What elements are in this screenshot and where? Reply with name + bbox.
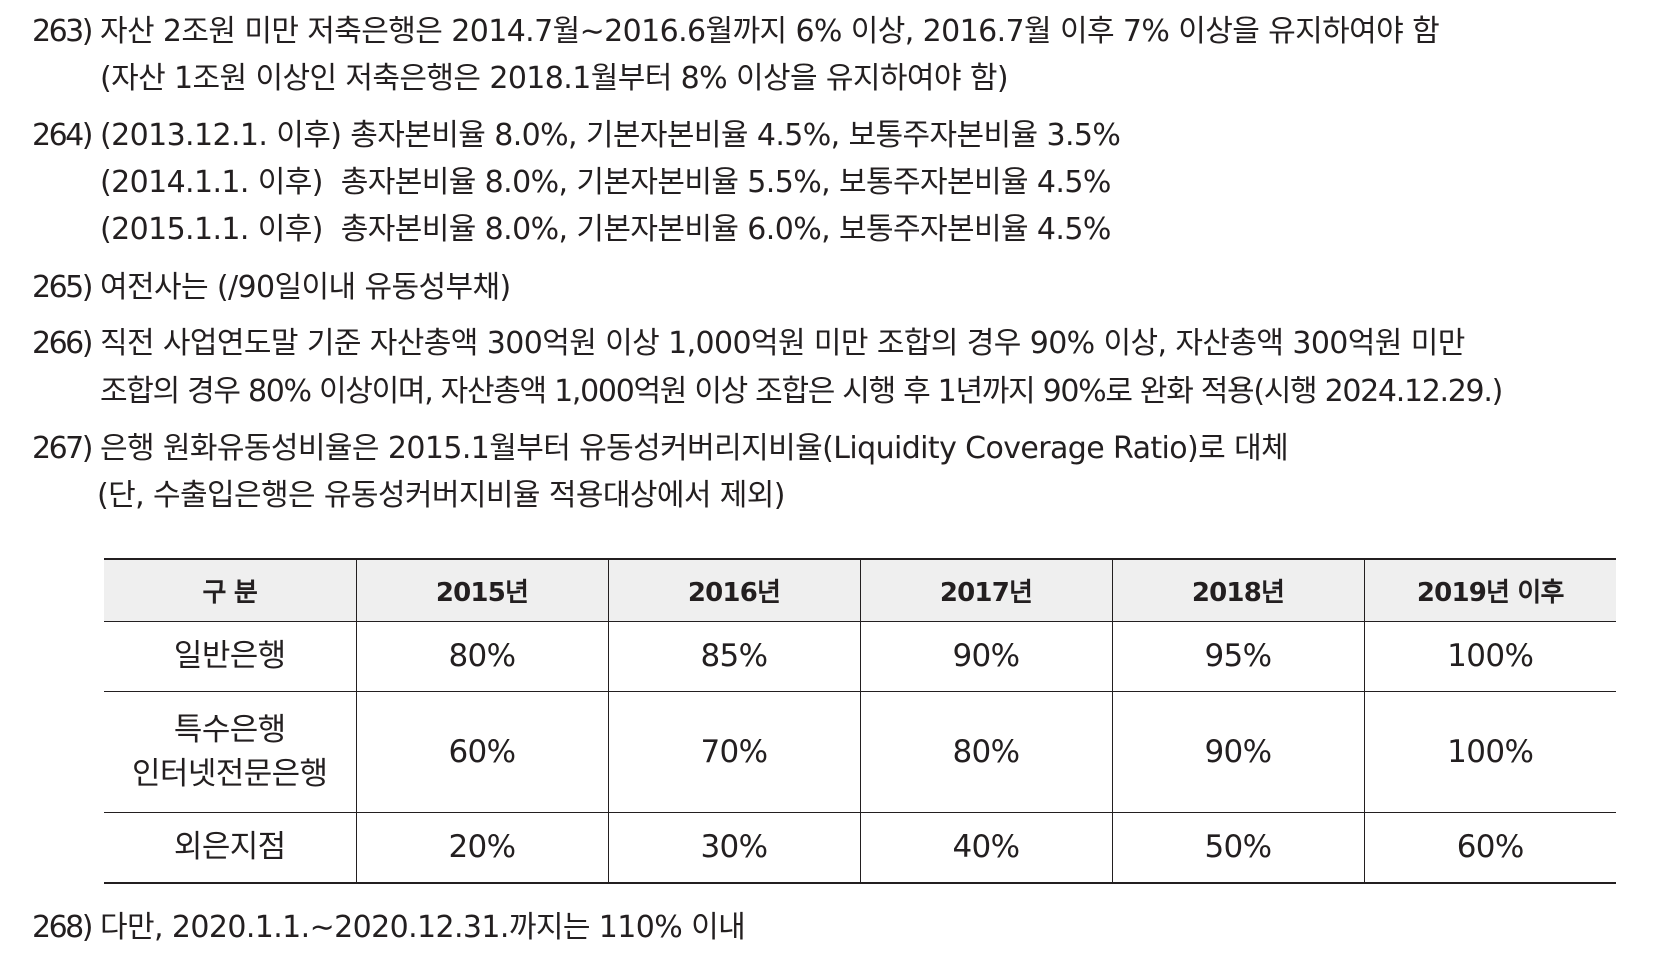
table-cell: 95% <box>1111 621 1364 692</box>
footnote-text: (2015.1.1. 이후) 총자본비율 8.0%, 기본자본비율 6.0%, … <box>100 212 1111 247</box>
table-header-cell: 2016년 <box>607 558 860 622</box>
footnote-text: (단, 수출입은행은 유동성커버지비율 적용대상에서 제외) <box>97 478 785 513</box>
table-cell: 85% <box>607 621 860 692</box>
footnote-number: 266) <box>32 326 93 361</box>
table-cell: 80% <box>859 691 1112 813</box>
table-cell: 30% <box>607 812 860 884</box>
footnote-text: (2013.12.1. 이후) 총자본비율 8.0%, 기본자본비율 4.5%,… <box>100 118 1121 153</box>
table-row: 외은지점 20% 30% 40% 50% 60% <box>104 812 1616 884</box>
footnote-text: 직전 사업연도말 기준 자산총액 300억원 이상 1,000억원 미만 조합의… <box>100 326 1465 361</box>
footnote-text: 자산 2조원 미만 저축은행은 2014.7월∼2016.6월까지 6% 이상,… <box>100 14 1440 49</box>
footnote-text: (2014.1.1. 이후) 총자본비율 8.0%, 기본자본비율 5.5%, … <box>100 165 1111 200</box>
row-label: 인터넷전문은행 <box>132 755 328 792</box>
table-header-cell: 2019년 이후 <box>1363 558 1616 622</box>
row-label: 일반은행 <box>173 638 286 674</box>
table-row: 일반은행 80% 85% 90% 95% 100% <box>104 621 1616 692</box>
row-label-cell: 특수은행 인터넷전문은행 <box>104 691 356 813</box>
table-cell: 80% <box>355 621 608 692</box>
table-header-cell: 2018년 <box>1111 558 1364 622</box>
table-header-cell: 2015년 <box>355 558 608 622</box>
table-cell: 40% <box>859 812 1112 884</box>
footnote-number: 268) <box>32 910 93 945</box>
table-cell: 20% <box>355 812 608 884</box>
footnote-text: 다만, 2020.1.1.∼2020.12.31.까지는 110% 이내 <box>100 910 746 945</box>
footnote-number: 267) <box>32 431 93 466</box>
footnote-number: 264) <box>32 118 93 153</box>
footnote-text: (자산 1조원 이상인 저축은행은 2018.1월부터 8% 이상을 유지하여야… <box>100 61 1009 96</box>
table-cell: 60% <box>355 691 608 813</box>
row-label: 특수은행 <box>173 711 286 748</box>
footnote-text: 은행 원화유동성비율은 2015.1월부터 유동성커버리지비율(Liquidit… <box>100 431 1289 466</box>
table-header-cell: 구 분 <box>104 558 356 622</box>
table-cell: 70% <box>607 691 860 813</box>
row-label-cell: 외은지점 <box>104 812 356 884</box>
footnote-text: 조합의 경우 80% 이상이며, 자산총액 1,000억원 이상 조합은 시행 … <box>100 374 1503 409</box>
table-cell: 90% <box>1111 691 1364 813</box>
table-cell: 50% <box>1111 812 1364 884</box>
table-cell: 100% <box>1363 621 1616 692</box>
row-label: 외은지점 <box>173 829 286 866</box>
table-header-row: 구 분 2015년 2016년 2017년 2018년 2019년 이후 <box>104 558 1616 622</box>
table-cell: 60% <box>1363 812 1616 884</box>
footnote-number: 265) <box>32 270 93 305</box>
table-header-cell: 2017년 <box>859 558 1112 622</box>
footnote-number: 263) <box>32 14 93 49</box>
ratio-table: 구 분 2015년 2016년 2017년 2018년 2019년 이후 일반은… <box>104 558 1616 884</box>
row-label-cell: 일반은행 <box>104 621 356 692</box>
footnote-text: 여전사는 (/90일이내 유동성부채) <box>100 270 511 305</box>
table-cell: 100% <box>1363 691 1616 813</box>
table-row: 특수은행 인터넷전문은행 60% 70% 80% 90% 100% <box>104 691 1616 813</box>
table-cell: 90% <box>859 621 1112 692</box>
ratio-table-container: 구 분 2015년 2016년 2017년 2018년 2019년 이후 일반은… <box>104 558 1616 884</box>
